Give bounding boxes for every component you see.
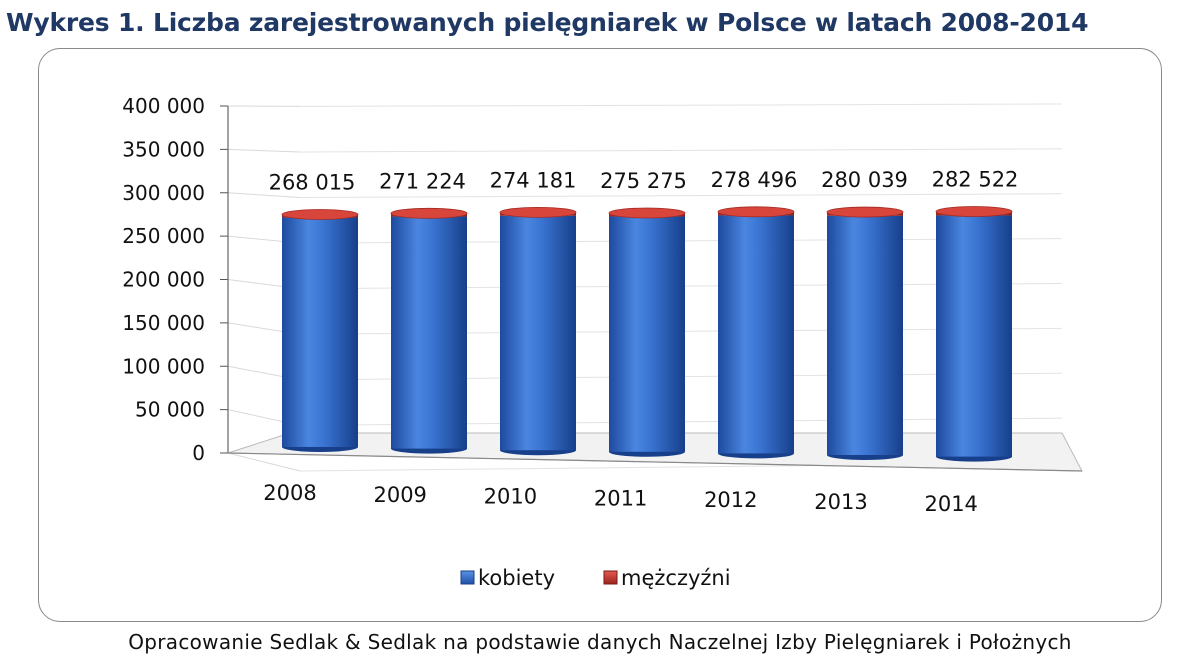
data-label: 271 224: [379, 169, 466, 193]
bar-segment-kobiety: [936, 215, 1012, 457]
gridline: [299, 103, 1063, 107]
y-tick-label: 300 000: [122, 181, 205, 205]
legend-label-mezczyzni: mężczyźni: [621, 566, 731, 590]
bar-segment-kobiety: [718, 215, 794, 454]
chart-title: Wykres 1. Liczba zarejestrowanych pielęg…: [6, 8, 1089, 37]
source-note: Opracowanie Sedlak & Sedlak na podstawie…: [128, 630, 1072, 654]
x-axis-line: [227, 452, 1083, 472]
x-tick-label: 2012: [704, 488, 757, 512]
bar-2014: [935, 206, 1013, 462]
bar-segment-kobiety: [827, 215, 903, 455]
bar-2013: [826, 206, 904, 460]
bar-segment-kobiety: [282, 217, 358, 447]
bar-segment-kobiety: [609, 216, 685, 452]
gridline-left: [227, 192, 301, 199]
bar-segment-kobiety: [391, 216, 467, 449]
legend-swatch-kobiety: [460, 570, 475, 585]
y-tick-label: 250 000: [122, 224, 205, 248]
y-tick-label: 400 000: [122, 94, 205, 118]
bar-top: [390, 207, 468, 219]
bar-2012: [717, 206, 795, 459]
x-tick-label: 2014: [924, 492, 977, 516]
bar-segment-kobiety: [500, 215, 576, 451]
data-label: 278 496: [711, 168, 798, 192]
data-label: 282 522: [932, 168, 1019, 192]
legend: kobiety mężczyźni: [460, 566, 731, 590]
x-tick-label: 2010: [484, 485, 537, 509]
legend-label-kobiety: kobiety: [478, 566, 555, 590]
x-axis-ticks: 2008 2009 2010 2011 2012 2013 2014: [263, 481, 978, 516]
bar-2009: [390, 207, 468, 454]
y-tick-label: 350 000: [122, 137, 205, 161]
gridline-left: [227, 452, 301, 472]
y-tick-label: 150 000: [122, 311, 205, 335]
bar-top: [608, 207, 686, 219]
data-labels: 268 015 271 224 274 181 275 275 278 496 280 0…: [269, 168, 1019, 195]
bar-2010: [499, 206, 577, 456]
data-label: 268 015: [269, 170, 356, 194]
bar-top: [717, 206, 795, 218]
y-tick-label: 0: [192, 441, 205, 465]
y-tick-label: 200 000: [122, 268, 205, 292]
bar-2008: [281, 209, 359, 452]
y-axis-ticks: 0 50 000 100 000 150 000 200 000 250 000 300 0…: [122, 94, 205, 465]
x-tick-label: 2009: [373, 483, 426, 507]
bar-2011: [608, 207, 686, 457]
y-tick-label: 100 000: [122, 354, 205, 378]
bars: [281, 206, 1013, 462]
data-label: 275 275: [600, 169, 687, 193]
bar-top: [281, 209, 359, 220]
legend-swatch-mezczyzni: [603, 570, 618, 585]
gridline: [299, 148, 1063, 153]
gridline-left: [227, 148, 301, 153]
data-label: 274 181: [490, 168, 577, 192]
bar-top: [499, 206, 577, 218]
bar-top: [826, 206, 904, 218]
x-tick-label: 2013: [814, 490, 867, 514]
bar-top: [935, 206, 1013, 217]
y-tick-label: 50 000: [135, 398, 205, 422]
gridline: [299, 193, 1063, 199]
x-tick-label: 2008: [263, 481, 316, 505]
data-label: 280 039: [821, 168, 908, 192]
x-tick-label: 2011: [594, 486, 647, 510]
